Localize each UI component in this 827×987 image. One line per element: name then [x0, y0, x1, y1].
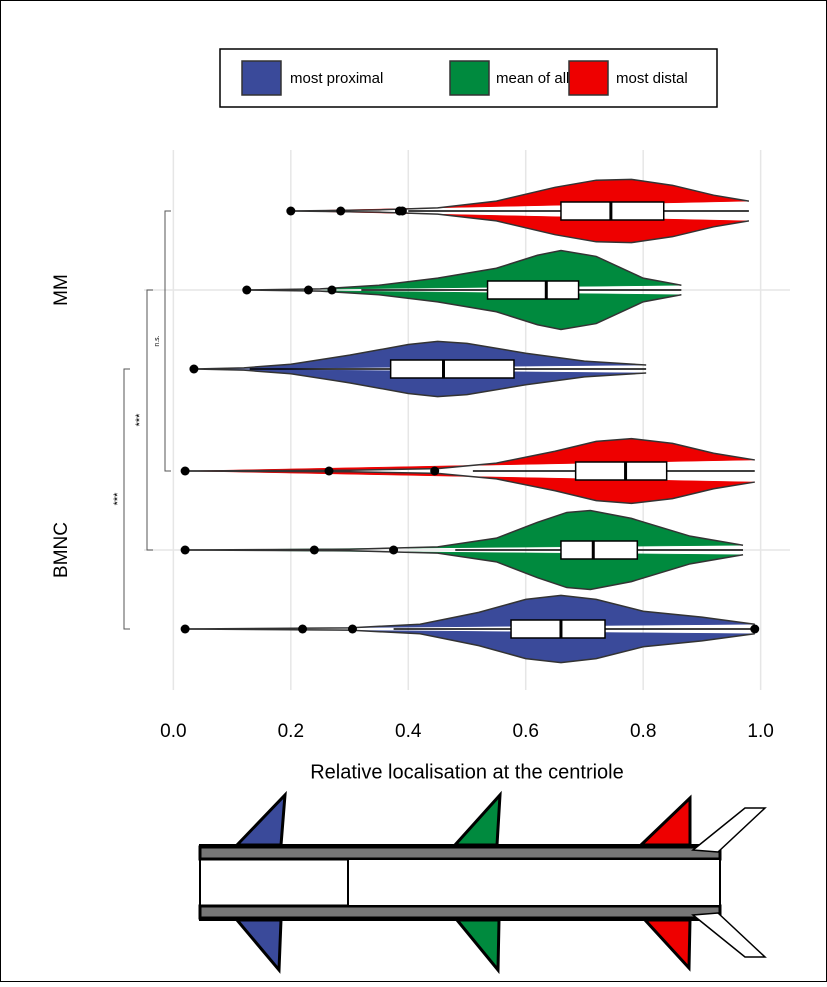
outlier — [181, 546, 190, 555]
outlier — [189, 365, 198, 374]
x-axis-label: Relative localisation at the centriole — [310, 761, 624, 783]
outlier — [324, 467, 333, 476]
outlier — [181, 467, 190, 476]
legend-label: most proximal — [290, 70, 383, 87]
y-tick-label: BMNC — [51, 522, 72, 578]
outlier — [310, 546, 319, 555]
outlier — [327, 286, 336, 295]
outlier — [336, 207, 345, 216]
legend-label: most distal — [616, 70, 688, 87]
outlier — [298, 625, 307, 634]
x-tick-label: 0.0 — [160, 721, 186, 742]
outlier — [750, 625, 759, 634]
outlier — [389, 546, 398, 555]
box — [561, 541, 637, 559]
legend-swatch — [450, 61, 489, 95]
box — [391, 360, 514, 378]
box — [511, 620, 605, 638]
legend-swatch — [242, 61, 281, 95]
page: Relative localisation at the centriole 0… — [0, 0, 827, 987]
bracket-label: *** — [134, 413, 146, 427]
x-tick-label: 1.0 — [747, 721, 773, 742]
outlier — [348, 625, 357, 634]
legend-swatch — [569, 61, 608, 95]
outlier — [398, 207, 407, 216]
box — [576, 462, 667, 480]
legend: most proximal mean of all most distal — [220, 49, 717, 107]
x-tick-label: 0.6 — [513, 721, 539, 742]
outlier — [304, 286, 313, 295]
outlier — [430, 467, 439, 476]
x-tick-label: 0.4 — [395, 721, 422, 742]
bracket-label: n.s. — [154, 335, 161, 346]
legend-label: mean of all — [496, 70, 569, 87]
bracket-label: *** — [112, 492, 124, 506]
chart: Relative localisation at the centriole 0… — [0, 0, 827, 982]
outlier — [242, 286, 251, 295]
y-tick-label: MM — [51, 274, 72, 306]
outlier — [286, 207, 295, 216]
x-tick-label: 0.8 — [630, 721, 656, 742]
outlier — [181, 625, 190, 634]
box — [488, 281, 579, 299]
x-tick-label: 0.2 — [278, 721, 304, 742]
